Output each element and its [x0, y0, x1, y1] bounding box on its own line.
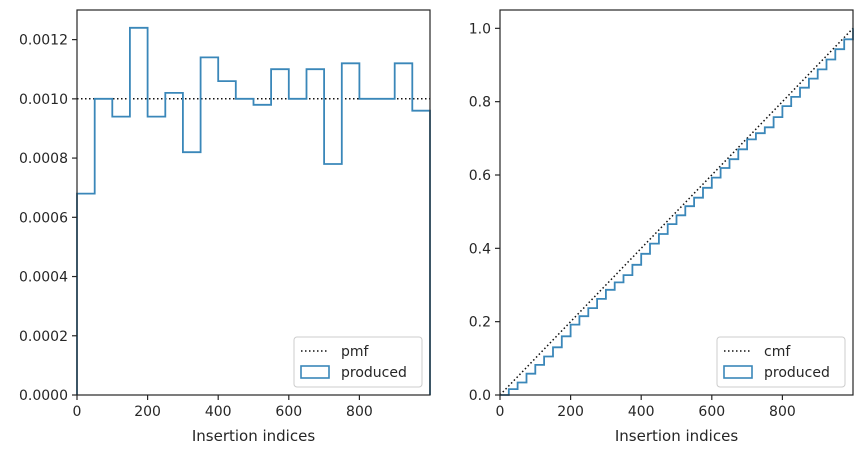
- produced-step-line: [76, 26, 431, 395]
- axes-frame: [76, 9, 431, 396]
- legend: pmf produced: [293, 336, 423, 388]
- legend-produced-label: produced: [341, 365, 407, 381]
- x-tick-label: 800: [346, 404, 373, 420]
- y-tick-label: 0.0: [469, 388, 491, 404]
- legend-box: [293, 336, 423, 388]
- y-tick-label: 0.0002: [19, 329, 68, 345]
- cmf-cumulative-panel: 0 200 400 600 800 0.0 0.2 0.4 0.6 0.8 1.0 Insertion…: [469, 9, 854, 445]
- x-tick-label: 200: [134, 404, 161, 420]
- y-tick-label: 0.8: [469, 95, 491, 111]
- legend-produced-swatch: [723, 365, 753, 379]
- x-tick-label: 400: [205, 404, 232, 420]
- produced-step-line: [500, 28, 854, 396]
- y-tick-label: 0.0008: [19, 151, 68, 167]
- y-tick-label: 0.0012: [19, 33, 68, 49]
- legend-cmf-label: cmf: [764, 344, 791, 360]
- y-tick-label: 0.4: [469, 241, 491, 257]
- y-tick-label: 0.2: [469, 315, 491, 331]
- y-tick-label: 0.0010: [19, 92, 68, 108]
- x-tick-label: 600: [275, 404, 302, 420]
- x-tick-label: 0: [73, 404, 82, 420]
- x-tick-label: 600: [698, 404, 725, 420]
- x-tick-label: 800: [769, 404, 796, 420]
- y-tick-label: 0.0000: [19, 388, 68, 404]
- legend-pmf-label: pmf: [341, 344, 370, 360]
- x-axis-label: Insertion indices: [192, 427, 315, 445]
- cmf-line: [499, 27, 854, 396]
- y-tick-label: 0.0006: [19, 210, 68, 226]
- pmf-histogram-panel: 0 200 400 600 800 0.0000 0.0002 0.0004 0.0006 0.0…: [19, 9, 431, 445]
- x-tick-label: 400: [628, 404, 655, 420]
- legend: cmf produced: [716, 336, 846, 388]
- y-tick-label: 1.0: [469, 21, 491, 37]
- x-tick-label: 200: [557, 404, 584, 420]
- x-axis-label: Insertion indices: [615, 427, 738, 445]
- legend-produced-swatch: [300, 365, 330, 379]
- legend-box: [716, 336, 846, 388]
- axes-frame: [499, 9, 854, 396]
- x-tick-label: 0: [496, 404, 505, 420]
- y-tick-label: 0.6: [469, 168, 491, 184]
- legend-produced-label: produced: [764, 365, 830, 381]
- y-tick-label: 0.0004: [19, 270, 68, 286]
